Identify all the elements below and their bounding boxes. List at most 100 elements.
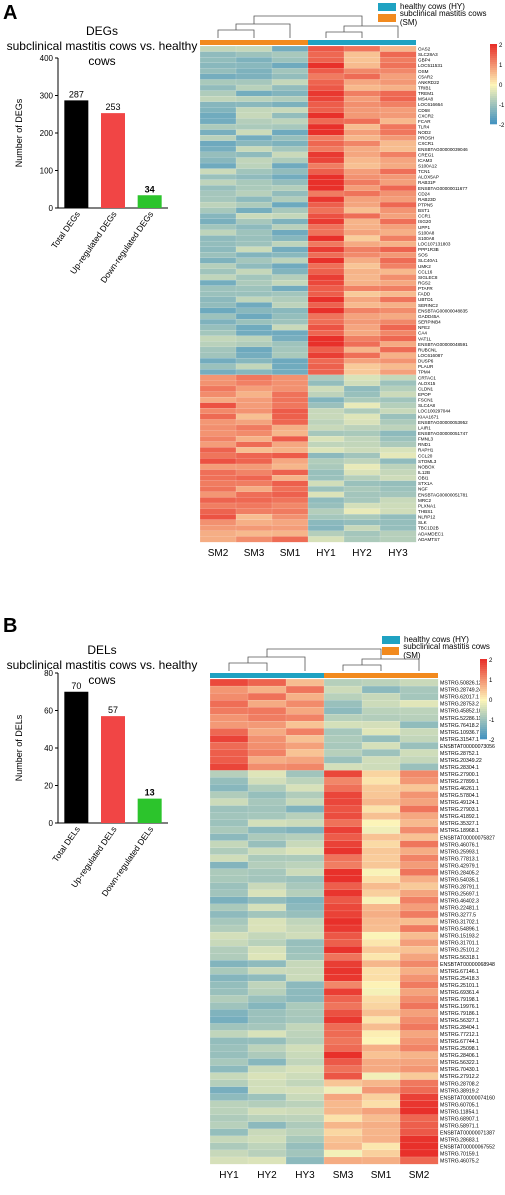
degs-heatmap-cell [235, 73, 273, 80]
dels-heatmap-cell [399, 777, 439, 785]
degs-y-label: Number of DEGs [14, 98, 24, 167]
degs-heatmap-cell [271, 475, 309, 481]
dels-heatmap-cell [399, 1002, 439, 1010]
degs-heatmap-cell [379, 302, 417, 309]
dels-heatmap-scale-step [480, 719, 487, 722]
degs-heatmap-cell [235, 469, 273, 476]
dels-heatmap-scale-step [480, 663, 487, 666]
dels-heatmap-cell [399, 1107, 439, 1116]
degs-heatmap-cell [235, 207, 273, 214]
degs-heatmap-cell [271, 185, 309, 192]
degs-heatmap-row-label: LOC511531 [418, 63, 443, 68]
degs-heatmap-row-label: FCAR [418, 119, 431, 124]
dels-heatmap-cell [285, 882, 325, 891]
dels-heatmap-cell [399, 805, 439, 813]
dels-heatmap-scale-step [480, 689, 487, 692]
degs-heatmap-cell [235, 352, 273, 359]
degs-heatmap-cell [235, 168, 273, 175]
degs-heatmap-scale-step [490, 92, 497, 95]
degs-heatmap-cell [343, 235, 381, 242]
degs-heatmap-cell [343, 519, 381, 526]
dels-heatmap-row-label: MSTRG.69361.4 [440, 990, 479, 996]
degs-heatmap-cell [343, 475, 381, 481]
degs-heatmap-cell [235, 419, 273, 426]
dels-heatmap-cell [323, 805, 363, 813]
degs-heatmap-cell [271, 196, 309, 203]
dels-heatmap-cell [323, 735, 363, 743]
degs-heatmap-cell [379, 135, 417, 142]
degs-heatmap-cell [307, 330, 345, 337]
degs-heatmap-cell [379, 185, 417, 192]
degs-y-tick-label: 0 [49, 204, 54, 213]
degs-heatmap-cell [235, 491, 273, 498]
dels-heatmap-cell [247, 875, 287, 884]
degs-heatmap-cell [271, 79, 309, 86]
degs-heatmap-cell [307, 73, 345, 80]
dels-heatmap-cell [323, 953, 363, 961]
degs-heatmap-cell [379, 358, 417, 364]
degs-heatmap-cell [271, 135, 309, 142]
degs-heatmap-cell [271, 530, 309, 537]
degs-heatmap-row-label: UBTD1 [418, 297, 434, 302]
degs-heatmap-cell [307, 441, 345, 448]
dels-heatmap-cell [323, 819, 363, 827]
degs-heatmap-scale-tick: -1 [499, 103, 505, 109]
dels-heatmap-cell [399, 1079, 439, 1087]
dels-heatmap-row-label: MSTRG.27903.1 [440, 807, 479, 813]
dels-heatmap-cell [323, 1135, 363, 1144]
dels-heatmap-cell [399, 1156, 439, 1165]
degs-heatmap-cell [199, 179, 237, 186]
degs-heatmap-cell [343, 469, 381, 476]
degs-heatmap-cell [271, 129, 309, 136]
bar-chart-b-title: DELs subclinical mastitis cows vs. healt… [2, 643, 202, 688]
degs-heatmap-cell [307, 263, 345, 270]
degs-heatmap-cell [379, 107, 417, 114]
degs-heatmap-cell [199, 118, 237, 125]
dels-heatmap-cell [399, 728, 439, 736]
dels-heatmap-scale-step [480, 683, 487, 686]
degs-heatmap-cell [199, 162, 237, 169]
degs-heatmap-row-label: ENSBTAG00000048835 [418, 308, 468, 313]
dels-heatmap-color-scale [480, 659, 487, 740]
dels-heatmap-cell [361, 1009, 401, 1017]
dels-heatmap-cell [285, 847, 325, 855]
degs-heatmap-scale-step [490, 64, 497, 67]
dels-heatmap-cell [209, 910, 249, 919]
dels-heatmap-cell [209, 1051, 249, 1059]
degs-heatmap-cell [199, 45, 237, 52]
dels-heatmap-cell [247, 1093, 287, 1102]
degs-heatmap-dendrogram-path [217, 15, 399, 38]
degs-heatmap-cell [343, 285, 381, 292]
degs-heatmap-cell [235, 508, 273, 515]
degs-heatmap-row-label: CREG1 [418, 152, 434, 157]
dels-heatmap-row-label: MSTRG.20349.22 [440, 758, 482, 764]
dels-heatmap-cell [247, 812, 287, 820]
dels-heatmap-cell [323, 700, 363, 708]
dels-heatmap-cell [285, 700, 325, 708]
dels-heatmap-cell [247, 1072, 287, 1080]
degs-heatmap-cell [379, 96, 417, 103]
dels-heatmap-cell [361, 791, 401, 799]
degs-heatmap-cell [307, 151, 345, 158]
dels-heatmap-cell [323, 847, 363, 855]
dels-heatmap-cell [209, 1065, 249, 1073]
bar-chart-degs: 0 100 200 300 400 Number of DEGs 287 Total DEGs… [14, 54, 168, 285]
dels-heatmap-cell [209, 1114, 249, 1123]
dels-heatmap-row-label: MSTRG.56318.1 [440, 955, 479, 961]
degs-heatmap-cell [271, 229, 309, 236]
dels-heatmap-cell [361, 1149, 401, 1158]
legend-swatch-healthy [378, 2, 396, 11]
degs-heatmap-cell [235, 391, 273, 398]
degs-heatmap-cell [343, 452, 381, 459]
degs-heatmap-scale-step [490, 70, 497, 73]
degs-heatmap-cell [343, 419, 381, 426]
degs-heatmap-cell [379, 174, 417, 181]
dels-heatmap-cell [247, 819, 287, 827]
degs-heatmap-cell [343, 101, 381, 108]
degs-heatmap-row-label: FMNL3 [418, 437, 434, 442]
degs-heatmap-cell [199, 252, 237, 259]
dels-heatmap-cell [247, 1037, 287, 1045]
degs-heatmap-cell [199, 330, 237, 337]
degs-heatmap-cell [379, 201, 417, 208]
degs-heatmap-cell [199, 302, 237, 309]
